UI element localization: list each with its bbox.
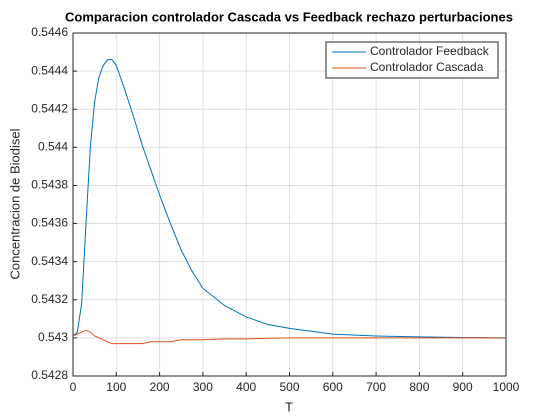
- x-axis-label: T: [285, 399, 293, 414]
- x-tick-label: 1000: [493, 380, 520, 394]
- legend-label: Controlador Cascada: [370, 60, 484, 74]
- y-tick-label: 0.5446: [31, 25, 68, 39]
- y-tick-label: 0.5432: [31, 292, 68, 306]
- plot-frame: [72, 32, 507, 377]
- y-axis-label: Concentracion de Biodisel: [7, 128, 22, 279]
- series-line: [72, 329, 506, 345]
- x-tick-label: 900: [453, 380, 473, 394]
- x-tick-label: 300: [193, 380, 213, 394]
- x-tick-label: 100: [106, 380, 126, 394]
- y-tick-label: 0.5428: [31, 368, 68, 382]
- x-tick-label: 600: [323, 380, 343, 394]
- y-tick-label: 0.5444: [31, 63, 68, 77]
- y-tick-label: 0.5436: [31, 216, 68, 230]
- y-tick-label: 0.5434: [31, 254, 68, 268]
- series-line: [72, 59, 507, 339]
- y-tick-label: 0.543: [38, 330, 68, 344]
- y-tick-label: 0.5442: [31, 101, 68, 115]
- x-tick-label: 500: [279, 380, 299, 394]
- x-tick-label: 400: [236, 380, 256, 394]
- chart-title: Comparacion controlador Cascada vs Feedb…: [65, 9, 513, 24]
- legend-box: [325, 41, 499, 79]
- x-tick-label: 200: [150, 380, 170, 394]
- y-tick-label: 0.5438: [31, 178, 68, 192]
- y-tick-label: 0.544: [38, 140, 68, 154]
- x-tick-label: 0: [70, 380, 77, 394]
- x-tick-label: 800: [409, 380, 429, 394]
- legend-label: Controlador Feedback: [370, 44, 490, 58]
- x-tick-label: 700: [366, 380, 386, 394]
